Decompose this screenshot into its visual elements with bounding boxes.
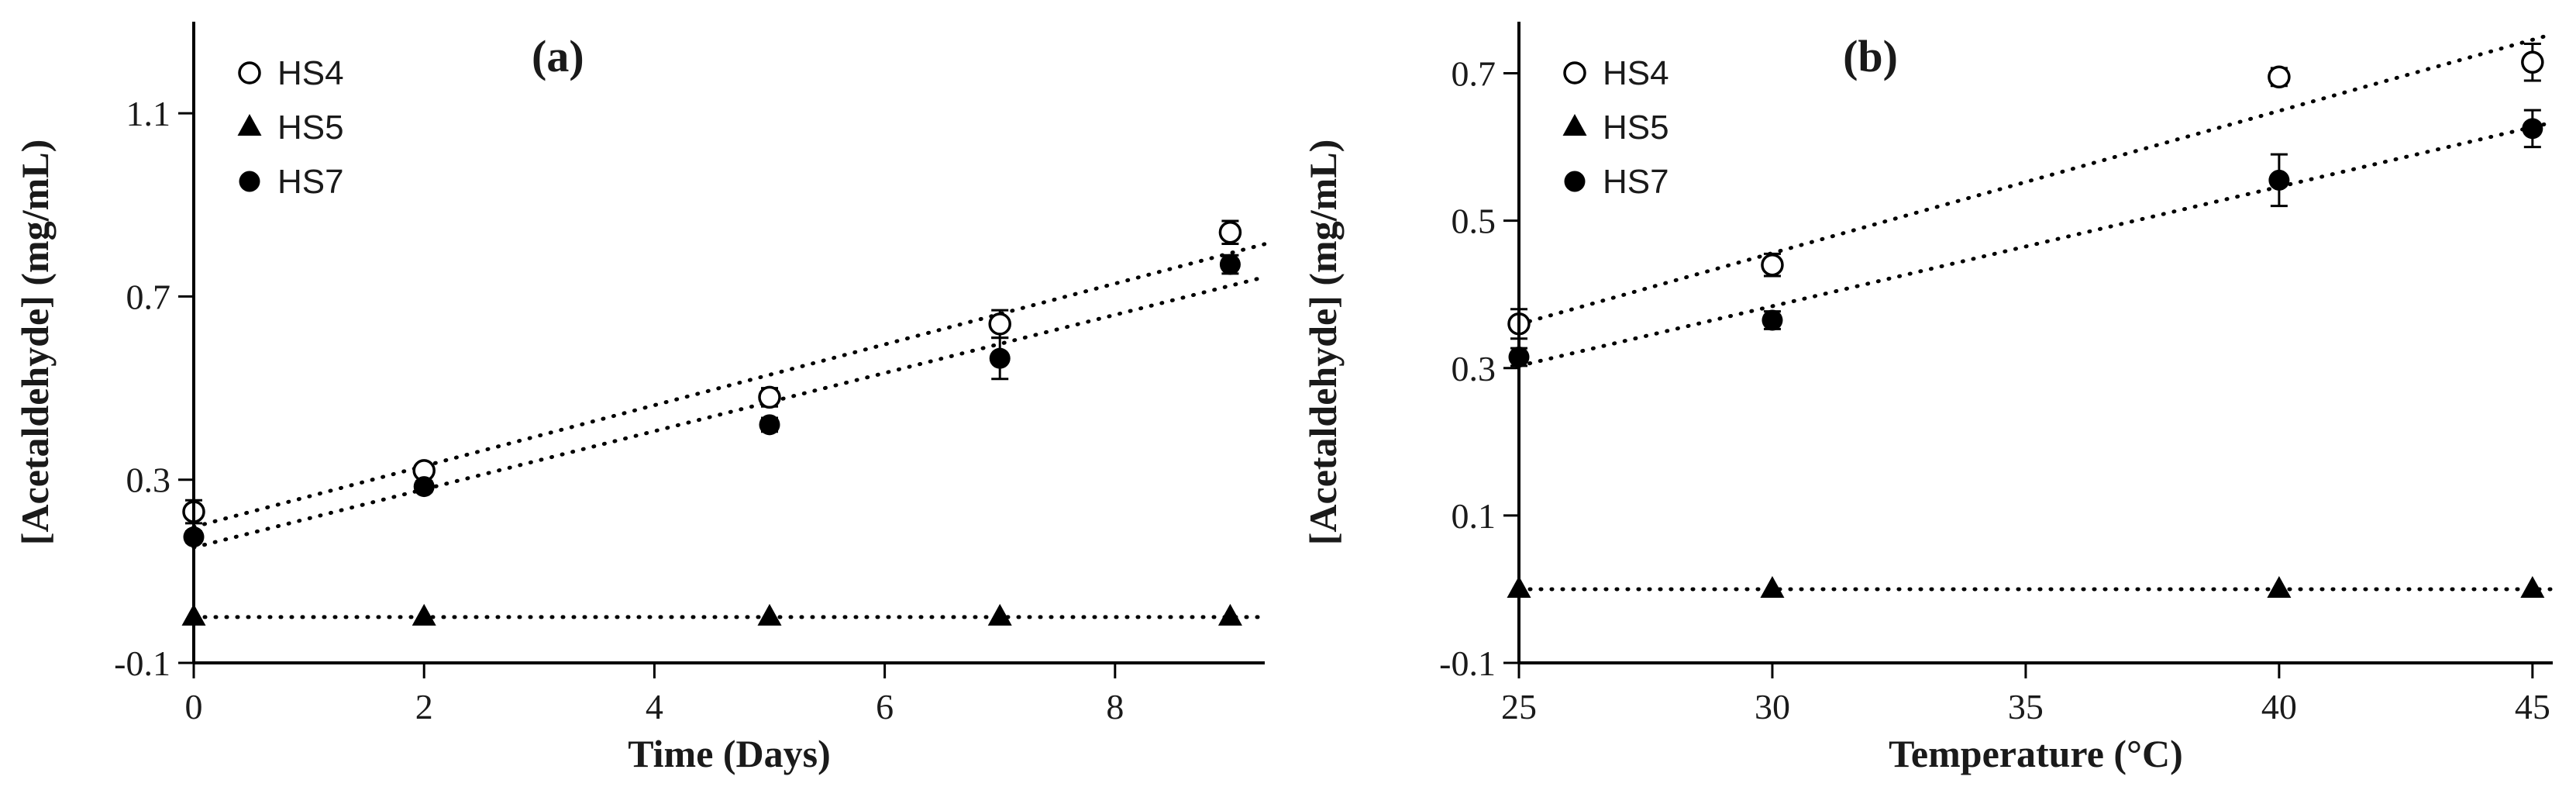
legend-label-HS5: HS5: [277, 109, 344, 147]
legend-marker-HS4: [238, 61, 261, 85]
y-tick-label: 1.1: [126, 94, 171, 133]
legend-marker-HS4: [1563, 61, 1586, 85]
legend-marker-HS5: [237, 114, 262, 136]
panel-label: (a): [532, 31, 584, 81]
data-point-HS7: [759, 414, 780, 436]
series-HS4: [1507, 43, 2544, 340]
data-point-HS7: [1762, 309, 1783, 331]
legend: HS4 HS5 HS7: [1562, 54, 1669, 201]
series-HS5: [1507, 575, 2545, 598]
x-tick-label: 0: [185, 687, 203, 726]
y-tick-label: 0.7: [126, 277, 171, 316]
trendline-HS4: [191, 242, 1267, 530]
y-axis-title: [Acetaldehyde] (mg/mL): [13, 140, 57, 546]
data-point-HS4: [1761, 253, 1784, 277]
x-tick-label: 45: [2515, 687, 2550, 726]
data-point-HS7: [989, 347, 1011, 369]
series-HS7: [183, 254, 1241, 548]
data-point-HS4: [2521, 50, 2544, 74]
y-tick-label: 0.3: [1452, 349, 1496, 388]
data-point-HS7: [413, 476, 435, 498]
trendlines: [191, 242, 1267, 619]
legend-label-HS7: HS7: [277, 163, 344, 201]
trendline-HS7: [1517, 120, 2555, 368]
legend-label-HS4: HS4: [1603, 54, 1669, 92]
trendline-HS4: [1517, 32, 2555, 326]
legend: HS4 HS5 HS7: [237, 54, 344, 201]
y-tick-label: -0.1: [114, 644, 170, 683]
data-point-HS5: [2520, 575, 2545, 598]
y-tick-label: 0.5: [1452, 202, 1496, 241]
data-point-HS5: [412, 603, 436, 626]
y-tick-label: 0.1: [1452, 496, 1496, 536]
x-tick-label: 25: [1501, 687, 1537, 726]
data-point-HS4: [758, 385, 781, 409]
x-tick-label: 6: [876, 687, 894, 726]
axes: -0.1 0.3 0.7 1.1 0 2 4 6 8: [114, 22, 1265, 726]
x-tick-label: 40: [2261, 687, 2297, 726]
data-point-HS5: [987, 603, 1012, 626]
data-point-HS4: [2268, 65, 2291, 89]
legend-marker-HS7: [1564, 171, 1586, 192]
x-tick-label: 8: [1106, 687, 1124, 726]
panel-label: (b): [1843, 31, 1898, 81]
legend-marker-HS7: [239, 171, 260, 192]
data-point-HS5: [757, 603, 782, 626]
y-axis-title: [Acetaldehyde] (mg/mL): [1301, 140, 1345, 546]
legend-marker-HS5: [1562, 114, 1587, 136]
chart-panel-b: -0.1 0.1 0.3 0.5 0.7 25 30 35 40 45 [Acetaldehyde]…: [1288, 0, 2576, 804]
data-point-HS7: [2268, 169, 2290, 191]
x-tick-label: 4: [646, 687, 663, 726]
x-tick-label: 2: [415, 687, 433, 726]
legend-label-HS5: HS5: [1603, 109, 1669, 147]
legend-label-HS7: HS7: [1603, 163, 1669, 201]
data-point-HS5: [1217, 603, 1242, 626]
x-axis-title: Temperature (°C): [1889, 732, 2183, 775]
trendlines: [1517, 32, 2555, 592]
trendline-HS7: [191, 274, 1267, 550]
y-tick-label: 0.7: [1452, 54, 1496, 94]
data-point-HS7: [2522, 118, 2543, 140]
series-HS4: [182, 219, 1242, 525]
series-HS7: [1508, 109, 2543, 368]
data-point-HS7: [1219, 254, 1241, 275]
x-tick-label: 30: [1755, 687, 1790, 726]
chart-panel-a: -0.1 0.3 0.7 1.1 0 2 4 6 8 [Acetaldehyde] (mg/mL)…: [13, 22, 1267, 775]
x-axis-title: Time (Days): [628, 732, 831, 775]
data-point-HS4: [988, 312, 1011, 336]
data-point-HS5: [2267, 575, 2292, 598]
y-tick-label: 0.3: [126, 461, 171, 500]
series-HS5: [181, 603, 1242, 626]
x-tick-label: 35: [2008, 687, 2044, 726]
y-tick-label: -0.1: [1439, 644, 1496, 683]
legend-label-HS4: HS4: [277, 54, 344, 92]
axes: -0.1 0.1 0.3 0.5 0.7 25 30 35 40 45: [1439, 22, 2553, 726]
data-point-HS4: [1218, 220, 1242, 244]
data-point-HS5: [1760, 575, 1785, 598]
